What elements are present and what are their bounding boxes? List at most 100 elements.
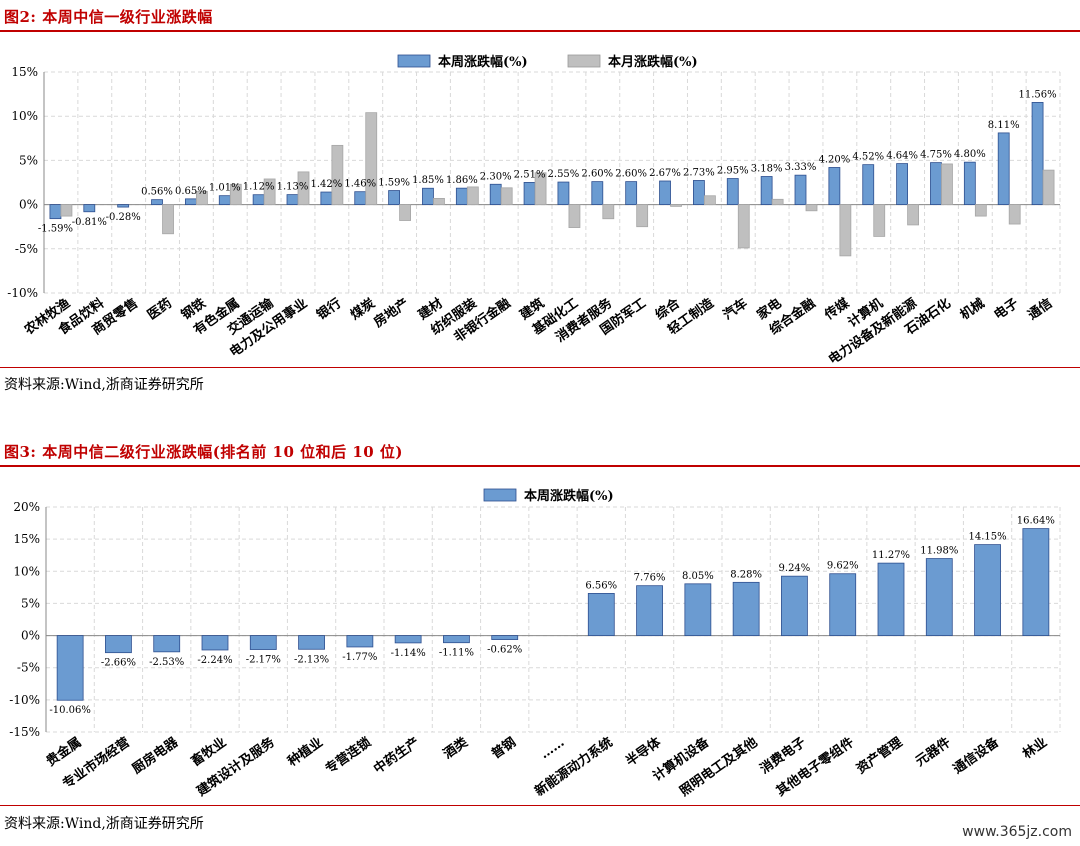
bar-month [331, 144, 344, 206]
category-label: 半导体 [623, 734, 665, 770]
category-label: 酒类 [440, 734, 471, 763]
data-label: 2.30% [480, 171, 512, 182]
bar-week [249, 635, 277, 650]
category-label: 中药生产 [371, 734, 423, 777]
bar-week [252, 194, 265, 206]
bar-month [229, 183, 242, 206]
data-label: 4.75% [920, 150, 952, 161]
bar-month [1042, 169, 1055, 205]
data-label: 2.95% [717, 166, 749, 177]
category-label: 银行 [314, 295, 344, 323]
y-tick-label: -10% [7, 286, 38, 300]
bar-month [805, 204, 818, 212]
watermark: www.365jz.com [962, 824, 1072, 840]
data-label: -0.28% [106, 212, 141, 223]
data-label: 1.59% [378, 178, 410, 189]
category-label: 医药 [144, 295, 174, 323]
bar-month [737, 204, 750, 249]
y-tick-label: 15% [11, 65, 38, 79]
bar-week [455, 187, 468, 205]
bar-month [534, 172, 547, 206]
data-label: 1.01% [209, 183, 241, 194]
bar-week [1031, 102, 1044, 205]
y-tick-label: -5% [17, 661, 40, 675]
bar-month [839, 204, 852, 257]
data-label: 8.05% [682, 571, 714, 582]
bar-week [422, 187, 434, 206]
data-label: 1.13% [277, 182, 309, 193]
bar-week [625, 181, 638, 205]
bar-week [659, 180, 671, 205]
data-label: 11.56% [1018, 89, 1056, 100]
category-label: 种植业 [284, 734, 326, 770]
data-label: -1.14% [391, 648, 426, 659]
chart2: 20% 15% 10% 5% 0% -5% -10% -15% 本周涨跌幅(%) -10.06% -… [9, 488, 1061, 799]
data-label: 8.28% [730, 569, 762, 580]
bar-month [500, 187, 513, 206]
bar-month [297, 171, 310, 205]
bar-week [201, 635, 229, 651]
data-label: 3.33% [785, 162, 817, 173]
data-label: 0.65% [175, 186, 207, 197]
bar-week [829, 573, 857, 636]
y-tick-label: -5% [15, 242, 38, 256]
data-label: 1.12% [243, 182, 275, 193]
data-label: 14.15% [969, 532, 1007, 543]
y-tick-label: 10% [11, 109, 38, 123]
bar-month [399, 204, 412, 221]
data-label: -2.53% [149, 657, 184, 668]
bar-week [684, 583, 712, 636]
category-label: 汽车 [720, 295, 750, 323]
data-label: 1.42% [310, 179, 342, 190]
category-label: 畜牧业 [188, 734, 229, 769]
bar-week [83, 204, 96, 213]
bar-week [117, 204, 130, 208]
data-label: 4.64% [886, 151, 918, 162]
data-label: 2.60% [581, 169, 613, 180]
legend-label: 本周涨跌幅(%) [438, 54, 528, 70]
data-label: -1.59% [38, 224, 73, 235]
data-label: 7.76% [634, 573, 666, 584]
bar-month [771, 198, 784, 206]
y-tick-label: -10% [9, 693, 40, 707]
category-label: 资产管理 [854, 734, 906, 777]
bar-month [941, 163, 953, 205]
bar-week [794, 174, 807, 205]
bar-week [286, 194, 299, 205]
category-label: 专营连锁 [322, 734, 374, 777]
bar-month [636, 204, 649, 228]
y-tick-label: 20% [13, 500, 40, 514]
bar-week [591, 181, 604, 205]
data-label: 1.86% [446, 175, 478, 186]
data-label: 9.24% [779, 563, 811, 574]
category-label: 电子 [991, 295, 1021, 323]
data-label: 2.51% [514, 169, 546, 180]
bar-week [828, 167, 841, 205]
y-tick-label: 0% [21, 629, 40, 643]
bar-week [394, 635, 422, 644]
data-label: -2.17% [246, 655, 281, 666]
bar-week [963, 161, 976, 205]
data-label: 2.55% [548, 169, 580, 180]
legend-label: 本周涨跌幅(%) [524, 488, 614, 504]
data-label: -1.11% [439, 648, 474, 659]
bar-week [298, 635, 325, 650]
figure3-title: 图3: 本周中信二级行业涨跌幅(排名前 10 位和后 10 位) [4, 443, 404, 461]
bar-week [184, 198, 197, 206]
bar-week [693, 180, 705, 205]
bar-week [877, 562, 905, 636]
data-label: -0.62% [487, 645, 522, 656]
data-label: 1.85% [412, 175, 444, 186]
data-label: 4.52% [852, 152, 884, 163]
category-label: 元器件 [912, 734, 953, 769]
bar-week [732, 581, 760, 636]
bar-month [263, 178, 276, 206]
bar-month [433, 198, 445, 206]
chart1: 15%10%5%0%-5%-10%本周涨跌幅(%) 本月涨跌幅(%)-1.59%-… [7, 54, 1061, 368]
category-label: 通信 [1025, 295, 1055, 323]
data-label: -1.77% [342, 652, 377, 663]
category-label: 厨房电器 [129, 734, 182, 778]
figure2-title: 图2: 本周中信一级行业涨跌幅 [4, 8, 213, 26]
bar-week [862, 164, 875, 206]
bar-week [1022, 528, 1050, 636]
